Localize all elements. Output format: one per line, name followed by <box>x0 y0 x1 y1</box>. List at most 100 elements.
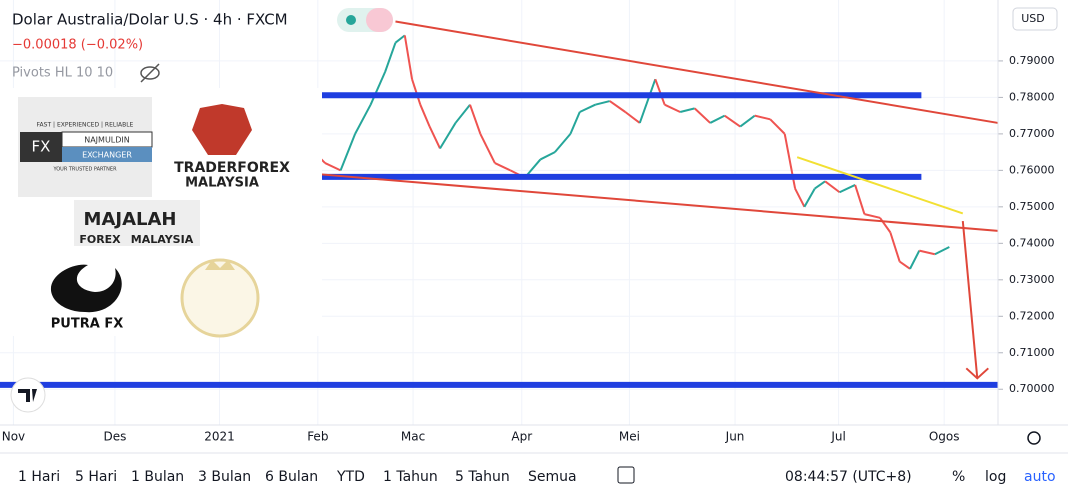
price-segment <box>579 103 596 113</box>
symbol-title: Dolar Australia/Dolar U.S · 4h · FXCM <box>12 11 288 29</box>
range-button[interactable]: 1 Bulan <box>131 469 184 485</box>
logo-text: YOUR TRUSTED PARTNER <box>52 167 117 173</box>
price-segment <box>709 114 726 124</box>
gold-badge <box>180 258 260 338</box>
price-segment <box>754 114 771 121</box>
logo-text: FAST | EXPERIENCED | RELIABLE <box>37 122 134 129</box>
x-tick-label: Mac <box>401 430 425 444</box>
price-segment <box>803 188 816 208</box>
logo-text: TRADERFOREX <box>174 160 290 176</box>
majalah-logo <box>74 200 200 246</box>
price-segment <box>539 151 556 161</box>
price-segment <box>864 213 881 219</box>
logo-text: MALAYSIA <box>185 176 259 191</box>
x-tick-label: Ogos <box>929 430 960 444</box>
price-segment <box>664 103 681 113</box>
price-segment <box>654 78 666 106</box>
x-tick-label: Apr <box>511 430 532 444</box>
logo-text: MALAYSIA <box>131 233 194 246</box>
price-segment <box>394 34 406 44</box>
auto-toggle[interactable]: auto <box>1024 469 1056 485</box>
indicator-label[interactable]: Pivots HL 10 10 <box>12 66 113 81</box>
currency-button[interactable] <box>1012 7 1058 31</box>
logo-text: MAJALAH <box>84 209 177 230</box>
price-segment <box>814 180 826 190</box>
range-button[interactable]: YTD <box>336 469 365 485</box>
y-tick-label: 0.76000 <box>1009 163 1055 176</box>
y-tick-label: 0.79000 <box>1009 54 1055 67</box>
price-segment <box>439 122 457 149</box>
arrow-head <box>965 367 989 380</box>
x-tick-label: Des <box>103 430 126 444</box>
price-segment <box>769 118 786 135</box>
price-segment <box>419 104 431 127</box>
range-button[interactable]: 5 Hari <box>75 469 117 485</box>
drawing-line <box>395 20 999 124</box>
currency-label: USD <box>1021 12 1045 25</box>
y-tick-label: 0.71000 <box>1009 346 1055 359</box>
eye-hidden-icon[interactable] <box>140 63 160 83</box>
status-dot <box>346 15 356 25</box>
price-segment <box>454 104 471 124</box>
logo-text: PUTRA FX <box>51 317 123 332</box>
y-tick-label: 0.70000 <box>1009 382 1055 395</box>
calendar-icon[interactable] <box>617 466 635 484</box>
price-segment <box>324 162 342 172</box>
range-bar: 1 Hari 5 Hari 1 Bulan 3 Bulan 6 Bulan YTD 1 Ta… <box>18 469 577 485</box>
price-segment <box>839 184 856 194</box>
range-button[interactable]: 1 Hari <box>18 469 60 485</box>
y-tick-label: 0.72000 <box>1009 309 1055 322</box>
price-segment <box>369 71 387 106</box>
logo-text: FX <box>32 138 51 156</box>
x-tick-label: Jul <box>830 430 845 444</box>
price-segment <box>824 180 841 194</box>
price-segment <box>554 133 572 153</box>
price-segment <box>339 133 357 171</box>
price-change: −0.00018 (−0.02%) <box>12 38 143 53</box>
range-button[interactable]: Semua <box>528 469 577 485</box>
price-segment <box>609 100 626 113</box>
price-segment <box>428 126 441 149</box>
price-segment <box>739 114 756 128</box>
price-segment <box>899 260 911 270</box>
logo-text: NAJMULDIN <box>84 136 130 145</box>
logo-box <box>20 132 62 162</box>
y-tick-label: 0.75000 <box>1009 200 1055 213</box>
price-segment <box>479 133 496 164</box>
logo-text: EXCHANGER <box>82 151 132 160</box>
price-segment <box>384 42 397 73</box>
logo-text: FOREX <box>79 233 121 246</box>
y-tick-label: 0.78000 <box>1009 90 1055 103</box>
range-button[interactable]: 1 Tahun <box>383 469 438 485</box>
price-segment <box>624 111 641 124</box>
drawing-line <box>294 171 999 232</box>
price-segment <box>469 104 482 135</box>
price-segment <box>638 78 657 124</box>
price-segment <box>919 249 936 256</box>
price-segment <box>794 188 806 208</box>
range-button[interactable]: 3 Bulan <box>198 469 251 485</box>
drawing-line <box>961 220 979 379</box>
price-segment <box>494 162 511 172</box>
drawing-line <box>796 156 964 215</box>
clock: 08:44:57 (UTC+8) <box>785 469 912 485</box>
x-tick-label: 2021 <box>204 430 235 444</box>
price-segment <box>569 111 581 135</box>
range-button[interactable]: 6 Bulan <box>265 469 318 485</box>
x-tick-label: Nov <box>2 430 25 444</box>
logo-box <box>62 147 152 162</box>
y-tick-label: 0.74000 <box>1009 236 1055 249</box>
price-segment <box>909 250 921 270</box>
x-tick-label: Jun <box>725 430 745 444</box>
price-segment <box>354 104 372 135</box>
putra-icon <box>50 264 122 313</box>
status-wave <box>366 8 393 32</box>
settings-icon[interactable] <box>1027 431 1041 445</box>
price-segment <box>403 35 414 80</box>
range-button[interactable]: 5 Tahun <box>455 469 510 485</box>
crown-icon <box>205 260 235 270</box>
x-tick-label: Mei <box>619 430 640 444</box>
log-toggle[interactable]: log <box>985 469 1006 485</box>
percent-toggle[interactable]: % <box>952 469 965 485</box>
